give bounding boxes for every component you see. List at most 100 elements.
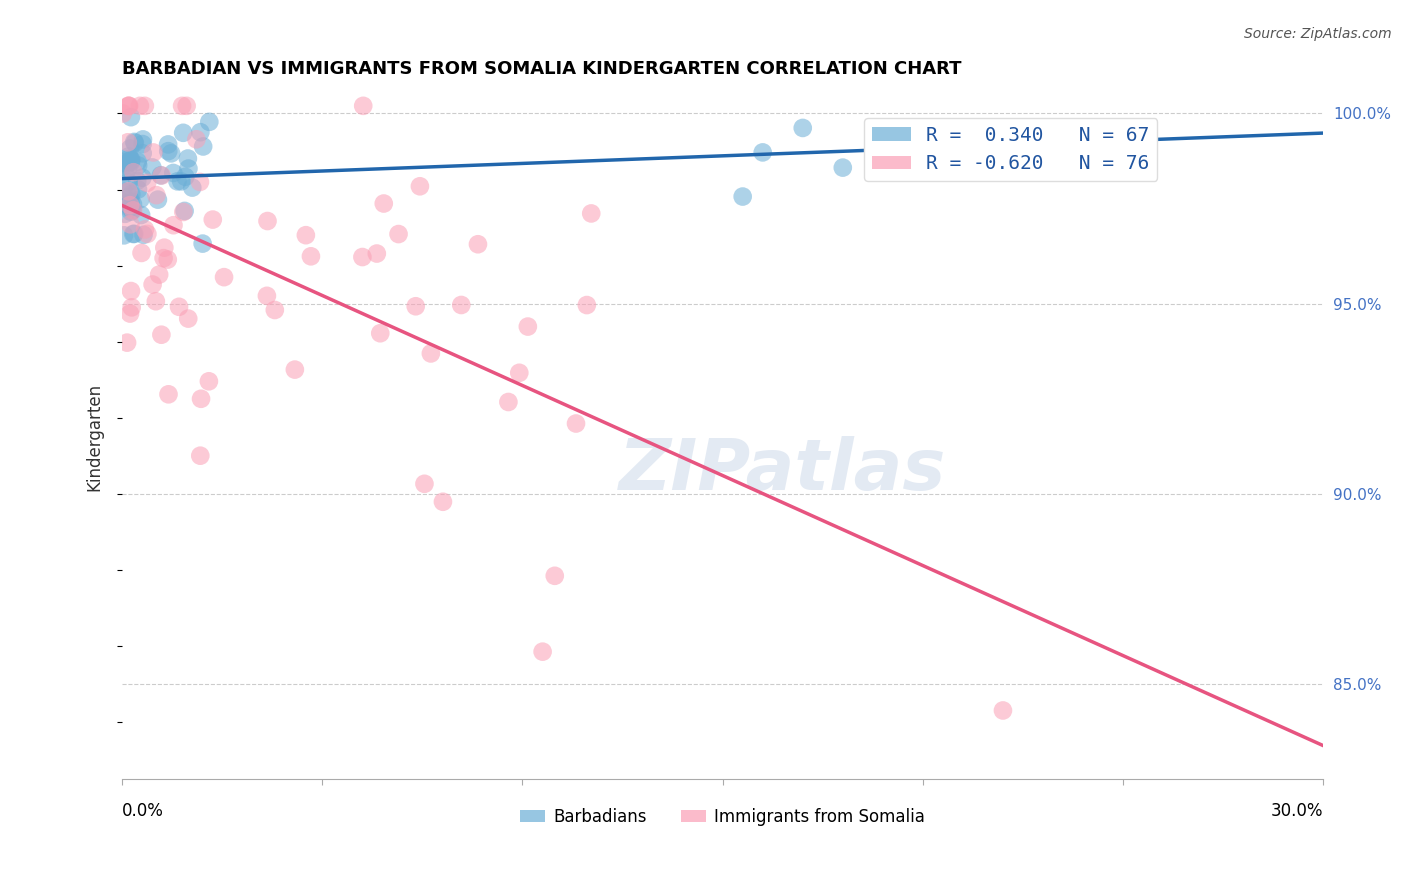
- Point: [508, 366, 530, 380]
- Point: [118, 99, 141, 113]
- Point: [177, 161, 200, 176]
- Point: [117, 161, 139, 176]
- Point: [136, 227, 159, 241]
- Point: [150, 169, 173, 183]
- Point: [120, 187, 142, 202]
- Point: [114, 207, 136, 221]
- Point: [124, 136, 146, 150]
- Point: [112, 185, 135, 199]
- Point: [117, 99, 139, 113]
- Point: [127, 158, 149, 172]
- Point: [122, 135, 145, 149]
- Point: [872, 141, 894, 155]
- Point: [120, 110, 142, 124]
- Point: [142, 145, 165, 160]
- Point: [467, 237, 489, 252]
- Point: [181, 180, 204, 194]
- Point: [173, 203, 195, 218]
- Point: [191, 236, 214, 251]
- Point: [117, 196, 139, 211]
- Point: [201, 212, 224, 227]
- Point: [172, 126, 194, 140]
- Point: [127, 174, 149, 188]
- Point: [150, 327, 173, 342]
- Point: [117, 185, 139, 199]
- Point: [145, 188, 167, 202]
- Point: [413, 476, 436, 491]
- Point: [117, 153, 139, 167]
- Point: [263, 303, 285, 318]
- Point: [177, 152, 200, 166]
- Text: ZIPatlas: ZIPatlas: [619, 436, 946, 506]
- Point: [149, 169, 172, 183]
- Point: [162, 166, 184, 180]
- Point: [122, 227, 145, 241]
- Y-axis label: Kindergarten: Kindergarten: [86, 383, 103, 491]
- Point: [111, 106, 134, 120]
- Point: [419, 346, 441, 360]
- Point: [120, 155, 142, 169]
- Point: [409, 179, 432, 194]
- Point: [1032, 141, 1054, 155]
- Text: 0.0%: 0.0%: [122, 802, 165, 820]
- Point: [565, 417, 588, 431]
- Point: [352, 250, 374, 264]
- Point: [432, 495, 454, 509]
- Point: [162, 218, 184, 232]
- Point: [172, 205, 194, 219]
- Point: [134, 222, 156, 236]
- Point: [831, 161, 853, 175]
- Point: [284, 362, 307, 376]
- Point: [120, 153, 142, 168]
- Point: [198, 115, 221, 129]
- Point: [132, 227, 155, 242]
- Point: [212, 270, 235, 285]
- Point: [131, 170, 153, 185]
- Point: [118, 190, 141, 204]
- Point: [952, 124, 974, 138]
- Point: [115, 335, 138, 350]
- Point: [544, 569, 567, 583]
- Point: [366, 246, 388, 260]
- Point: [131, 137, 153, 152]
- Point: [146, 193, 169, 207]
- Point: [145, 294, 167, 309]
- Point: [120, 204, 142, 219]
- Point: [188, 449, 211, 463]
- Point: [117, 136, 139, 150]
- Point: [299, 249, 322, 263]
- Point: [186, 132, 208, 146]
- Point: [112, 228, 135, 243]
- Point: [295, 228, 318, 243]
- Point: [731, 189, 754, 203]
- Point: [174, 169, 197, 184]
- Point: [368, 326, 391, 341]
- Point: [120, 217, 142, 231]
- Point: [256, 214, 278, 228]
- Point: [122, 227, 145, 241]
- Point: [142, 277, 165, 292]
- Point: [191, 139, 214, 153]
- Point: [148, 268, 170, 282]
- Point: [157, 137, 180, 152]
- Point: [118, 198, 141, 212]
- Point: [190, 392, 212, 406]
- Point: [516, 319, 538, 334]
- Point: [581, 206, 603, 220]
- Point: [131, 246, 153, 260]
- Point: [122, 165, 145, 179]
- Point: [132, 132, 155, 146]
- Text: BARBADIAN VS IMMIGRANTS FROM SOMALIA KINDERGARTEN CORRELATION CHART: BARBADIAN VS IMMIGRANTS FROM SOMALIA KIN…: [122, 60, 962, 78]
- Point: [188, 175, 211, 189]
- Point: [157, 387, 180, 401]
- Text: 30.0%: 30.0%: [1271, 802, 1323, 820]
- Point: [156, 252, 179, 267]
- Point: [991, 138, 1014, 153]
- Point: [405, 299, 427, 313]
- Point: [121, 301, 143, 315]
- Point: [160, 146, 183, 161]
- Point: [129, 99, 152, 113]
- Point: [112, 155, 135, 169]
- Point: [118, 149, 141, 163]
- Point: [575, 298, 598, 312]
